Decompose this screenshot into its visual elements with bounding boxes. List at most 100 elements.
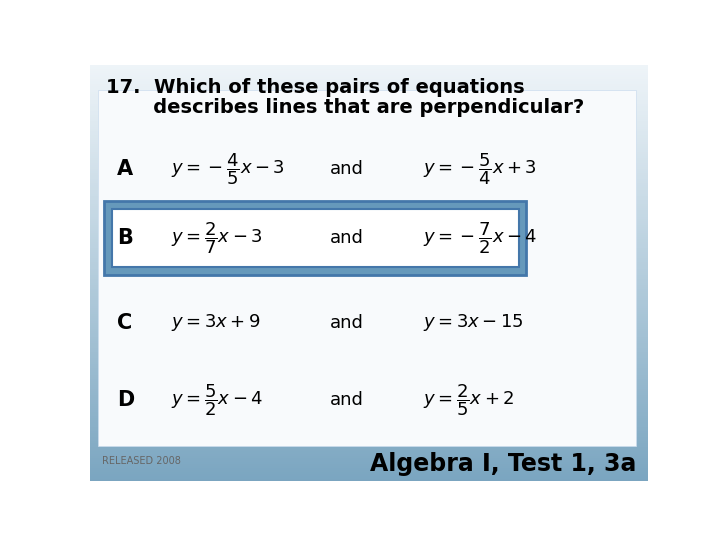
Bar bbox=[90, 383, 648, 385]
Bar bbox=[90, 268, 648, 271]
Bar bbox=[90, 468, 648, 470]
Bar bbox=[90, 102, 648, 104]
Bar bbox=[90, 227, 648, 229]
Bar bbox=[90, 256, 648, 258]
Text: $y = -\dfrac{5}{4}x + 3$: $y = -\dfrac{5}{4}x + 3$ bbox=[423, 151, 537, 187]
Bar bbox=[90, 260, 648, 262]
Bar bbox=[90, 283, 648, 285]
Bar bbox=[90, 179, 648, 181]
Bar bbox=[90, 67, 648, 69]
Bar bbox=[90, 406, 648, 408]
Bar bbox=[90, 414, 648, 416]
Bar bbox=[90, 306, 648, 308]
Bar bbox=[90, 273, 648, 275]
Bar bbox=[90, 229, 648, 231]
Bar bbox=[90, 160, 648, 163]
Bar bbox=[90, 131, 648, 133]
Bar bbox=[90, 210, 648, 212]
Bar bbox=[90, 69, 648, 71]
Bar bbox=[90, 111, 648, 113]
Bar bbox=[90, 140, 648, 141]
Bar bbox=[90, 208, 648, 211]
Bar bbox=[90, 266, 648, 268]
Bar bbox=[90, 87, 648, 90]
Bar bbox=[90, 79, 648, 82]
Bar bbox=[90, 416, 648, 418]
Text: and: and bbox=[330, 314, 364, 332]
Text: describes lines that are perpendicular?: describes lines that are perpendicular? bbox=[106, 98, 584, 117]
Bar bbox=[90, 449, 648, 451]
Bar bbox=[90, 73, 648, 75]
Bar bbox=[90, 113, 648, 114]
Bar bbox=[90, 246, 648, 248]
Bar bbox=[90, 165, 648, 167]
Bar bbox=[90, 94, 648, 96]
Bar bbox=[98, 90, 636, 446]
Bar bbox=[90, 96, 648, 98]
Bar bbox=[90, 168, 648, 171]
Bar bbox=[90, 212, 648, 214]
Bar bbox=[90, 98, 648, 100]
Bar bbox=[90, 322, 648, 325]
Bar bbox=[90, 192, 648, 194]
Bar bbox=[90, 437, 648, 439]
Bar bbox=[90, 314, 648, 316]
Bar bbox=[90, 104, 648, 106]
Bar bbox=[90, 422, 648, 424]
Bar bbox=[90, 427, 648, 429]
Bar bbox=[90, 287, 648, 289]
Bar bbox=[90, 152, 648, 154]
Bar bbox=[90, 258, 648, 260]
Bar bbox=[90, 295, 648, 298]
Bar bbox=[90, 294, 648, 295]
Bar bbox=[90, 285, 648, 287]
Bar bbox=[90, 358, 648, 360]
Bar bbox=[90, 194, 648, 196]
Bar bbox=[90, 127, 648, 129]
Text: $y = \dfrac{5}{2}x - 4$: $y = \dfrac{5}{2}x - 4$ bbox=[171, 382, 264, 417]
Bar bbox=[90, 302, 648, 304]
Bar bbox=[90, 248, 648, 250]
Bar bbox=[90, 136, 648, 138]
Bar bbox=[90, 439, 648, 441]
Bar bbox=[90, 476, 648, 478]
Bar bbox=[90, 217, 648, 219]
Bar bbox=[90, 183, 648, 185]
Bar bbox=[90, 175, 648, 177]
Bar bbox=[90, 368, 648, 370]
Bar bbox=[90, 343, 648, 346]
Bar bbox=[90, 454, 648, 456]
Bar bbox=[90, 395, 648, 397]
Bar bbox=[90, 265, 648, 266]
Bar bbox=[90, 464, 648, 466]
Bar bbox=[90, 325, 648, 327]
Bar bbox=[90, 90, 648, 92]
Bar bbox=[90, 319, 648, 321]
Bar bbox=[90, 196, 648, 198]
Bar bbox=[90, 235, 648, 238]
Text: and: and bbox=[330, 160, 364, 178]
Bar bbox=[90, 316, 648, 319]
Bar bbox=[90, 337, 648, 339]
Text: RELEASED 2008: RELEASED 2008 bbox=[102, 456, 181, 467]
Bar bbox=[90, 379, 648, 381]
Text: 17.  Which of these pairs of equations: 17. Which of these pairs of equations bbox=[106, 78, 524, 97]
Bar bbox=[90, 402, 648, 404]
Bar bbox=[90, 133, 648, 136]
Text: $y = \dfrac{2}{5}x + 2$: $y = \dfrac{2}{5}x + 2$ bbox=[423, 382, 515, 417]
Bar bbox=[90, 254, 648, 256]
Bar bbox=[90, 202, 648, 204]
Bar bbox=[90, 308, 648, 310]
Bar bbox=[90, 84, 648, 85]
Bar bbox=[90, 348, 648, 349]
Bar bbox=[90, 377, 648, 379]
Bar bbox=[90, 292, 648, 294]
Bar bbox=[90, 150, 648, 152]
Text: $y = -\dfrac{7}{2}x - 4$: $y = -\dfrac{7}{2}x - 4$ bbox=[423, 220, 537, 256]
Bar bbox=[90, 352, 648, 354]
Bar bbox=[90, 190, 648, 192]
Bar bbox=[90, 279, 648, 281]
Bar bbox=[90, 478, 648, 481]
Bar bbox=[90, 85, 648, 87]
Bar bbox=[90, 298, 648, 300]
